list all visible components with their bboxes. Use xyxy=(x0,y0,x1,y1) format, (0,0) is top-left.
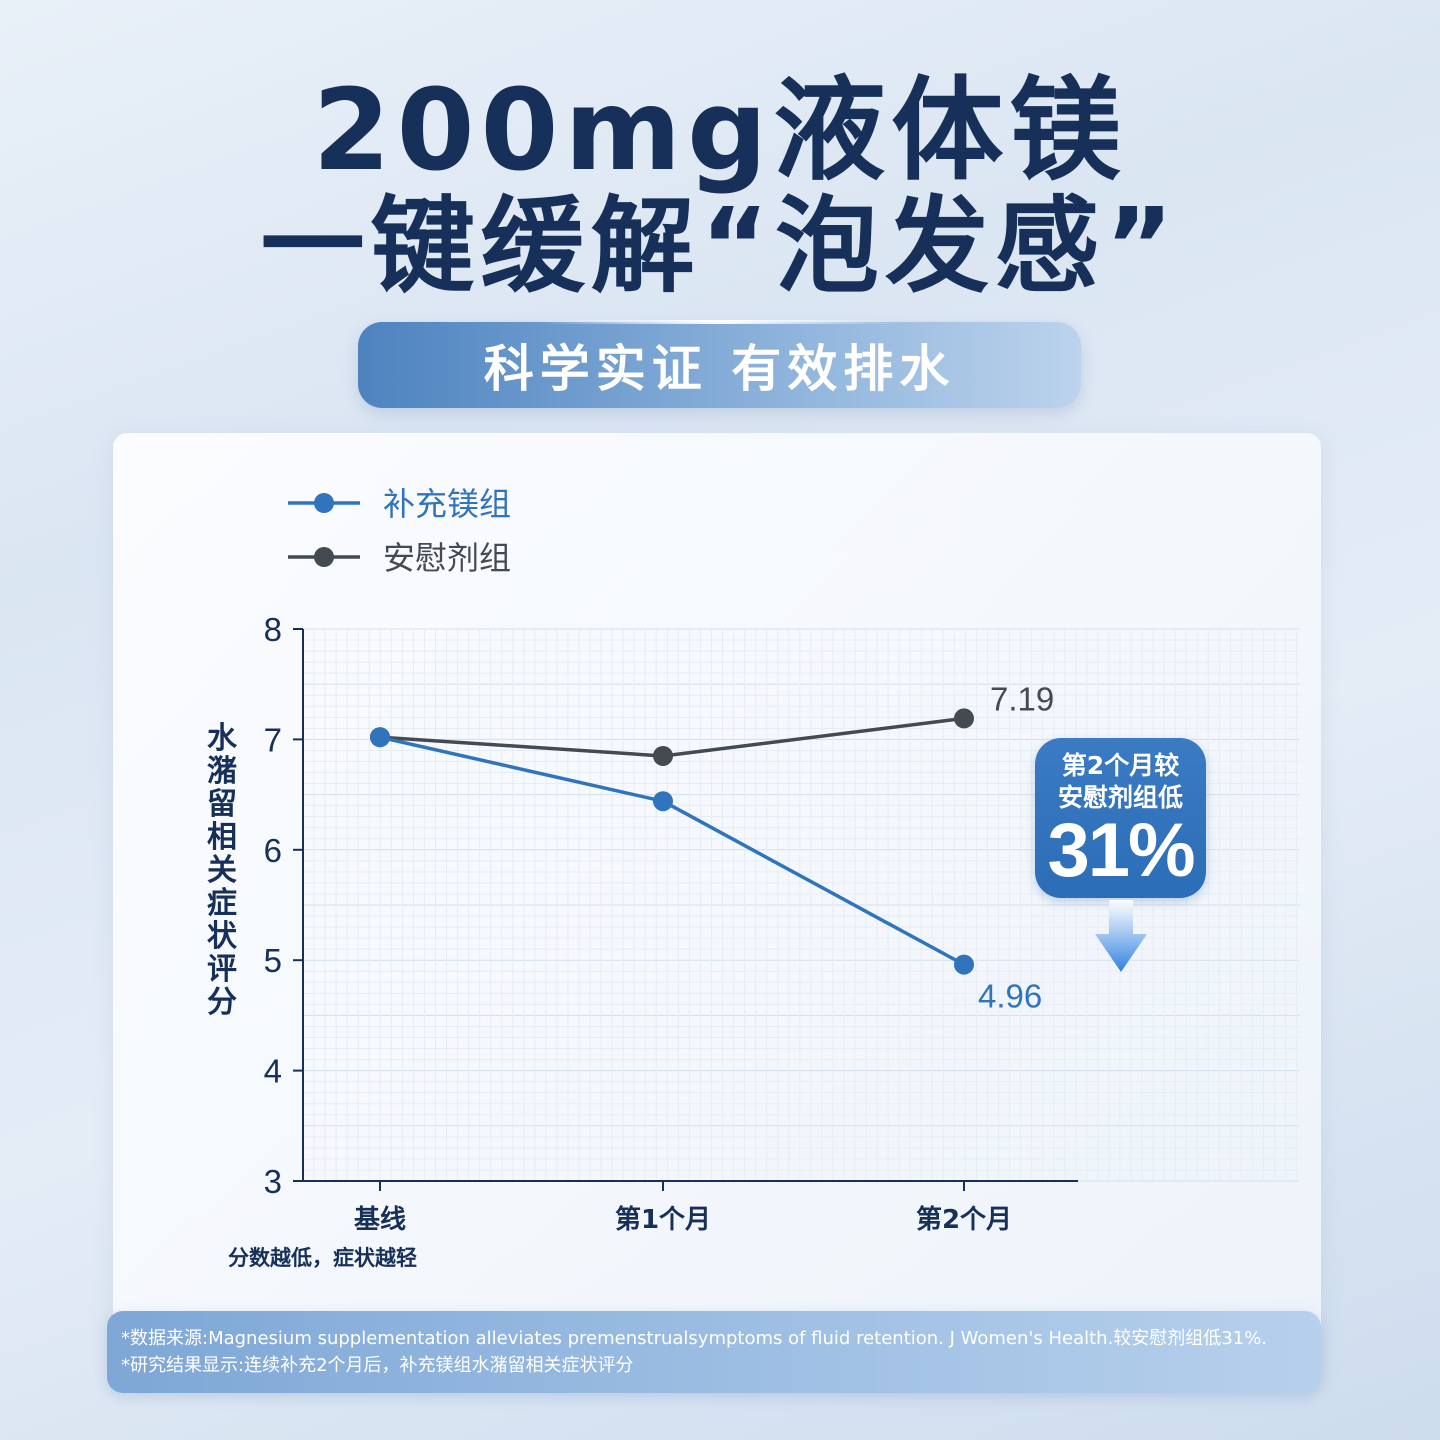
data-label: 7.19 xyxy=(990,680,1054,717)
callout-value: 31% xyxy=(1047,808,1195,893)
legend-marker xyxy=(314,547,334,567)
series-line xyxy=(379,735,965,967)
title-line-1: 200mg液体镁 xyxy=(312,66,1128,196)
y-tick-label: 3 xyxy=(264,1163,282,1200)
data-point xyxy=(653,791,673,812)
data-point xyxy=(954,708,974,729)
callout-line-1: 第2个月较 xyxy=(1061,751,1180,780)
down-arrow-icon xyxy=(1095,900,1147,972)
y-tick-label: 6 xyxy=(264,832,282,869)
legend-label: 安慰剂组 xyxy=(383,539,511,577)
source-line-2: *研究结果显示:连续补充2个月后，补充镁组水潴留相关症状评分 xyxy=(121,1355,634,1376)
title-line-2: 一键缓解“泡发感” xyxy=(260,185,1180,307)
y-tick-label: 4 xyxy=(264,1053,282,1090)
y-axis-label: 水潴留相关症状评分 xyxy=(207,721,237,1020)
claim-pill-text: 科学实证 有效排水 xyxy=(483,340,956,398)
data-point xyxy=(954,954,974,975)
reduction-callout: 第2个月较 安慰剂组低 31% xyxy=(1035,738,1206,898)
data-point xyxy=(370,727,390,748)
callout-line-2: 安慰剂组低 xyxy=(1057,783,1183,812)
y-tick-label: 8 xyxy=(264,611,282,648)
data-source-box: *数据来源:Magnesium supplementation alleviat… xyxy=(107,1311,1321,1393)
y-tick-label: 7 xyxy=(264,721,282,758)
source-line-1: *数据来源:Magnesium supplementation alleviat… xyxy=(121,1328,1268,1349)
legend-marker xyxy=(314,493,334,513)
data-point xyxy=(653,745,673,766)
x-tick-label: 第2个月 xyxy=(916,1204,1012,1235)
y-tick-label: 5 xyxy=(264,942,282,979)
score-note: 分数越低，症状越轻 xyxy=(228,1246,417,1270)
claim-pill: 科学实证 有效排水 xyxy=(358,320,1081,408)
x-tick-label: 基线 xyxy=(354,1205,406,1235)
data-label: 4.96 xyxy=(978,978,1042,1015)
x-tick-label: 第1个月 xyxy=(615,1204,711,1235)
legend-label: 补充镁组 xyxy=(383,485,511,523)
